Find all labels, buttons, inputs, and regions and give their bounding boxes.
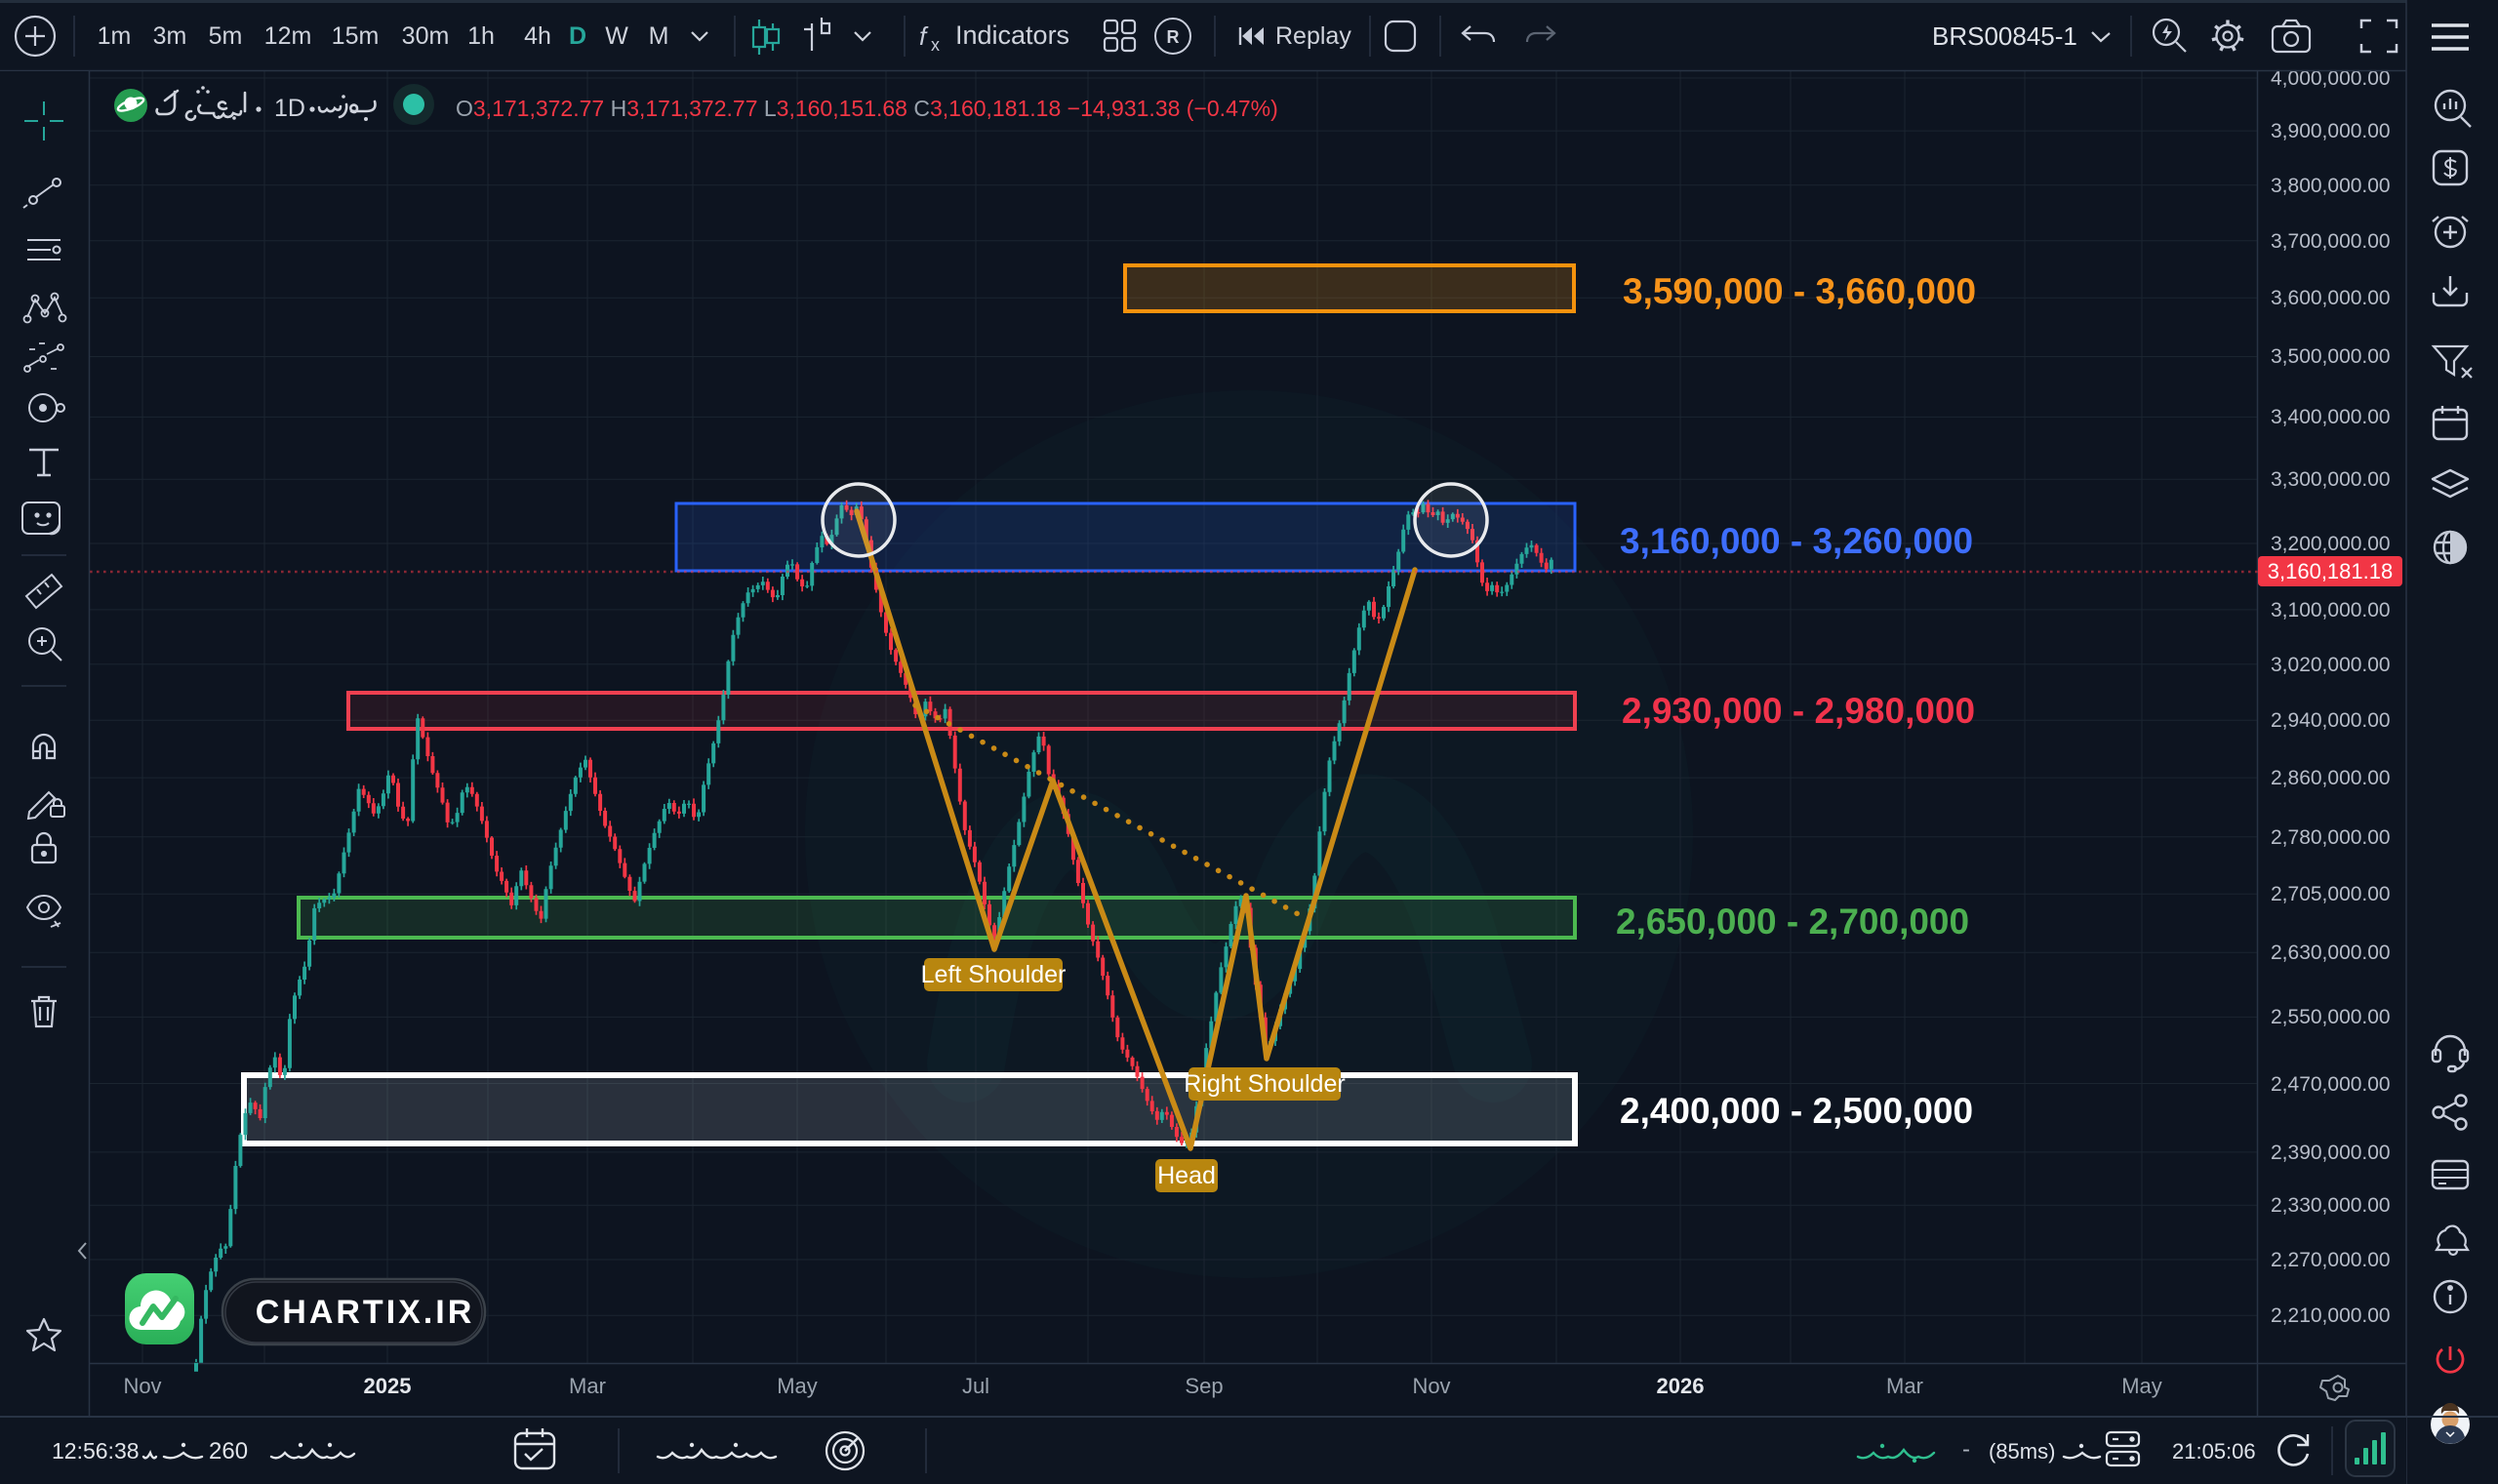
svg-text:3,800,000.00: 3,800,000.00 xyxy=(2271,175,2391,197)
svg-text:260: 260 xyxy=(209,1438,248,1464)
svg-text:Indicators: Indicators xyxy=(955,20,1069,50)
svg-text:12m: 12m xyxy=(264,22,312,50)
svg-text:Left Shoulder: Left Shoulder xyxy=(921,961,1067,988)
svg-text:4,000,000.00: 4,000,000.00 xyxy=(2271,67,2391,90)
svg-text:Jul: Jul xyxy=(962,1374,989,1398)
svg-text:1h: 1h xyxy=(467,22,495,50)
svg-text:W: W xyxy=(605,22,628,50)
svg-text:3,160,181.18: 3,160,181.18 xyxy=(2268,559,2393,583)
svg-text:2,940,000.00: 2,940,000.00 xyxy=(2271,709,2391,732)
svg-text:3,020,000.00: 3,020,000.00 xyxy=(2271,654,2391,676)
svg-text:Nov: Nov xyxy=(123,1374,161,1398)
svg-text:2,210,000.00: 2,210,000.00 xyxy=(2271,1304,2391,1327)
svg-text:21:05:06: 21:05:06 xyxy=(2172,1439,2256,1464)
svg-text:3,700,000.00: 3,700,000.00 xyxy=(2271,230,2391,253)
svg-text:3,590,000 - 3,660,000: 3,590,000 - 3,660,000 xyxy=(1623,271,1976,311)
svg-text:Mar: Mar xyxy=(569,1374,606,1398)
svg-text:BRS00845-1: BRS00845-1 xyxy=(1932,21,2077,51)
svg-text:3,100,000.00: 3,100,000.00 xyxy=(2271,599,2391,622)
svg-text:-: - xyxy=(1962,1436,1970,1463)
svg-text:2,860,000.00: 2,860,000.00 xyxy=(2271,767,2391,789)
svg-text:4h: 4h xyxy=(524,22,551,50)
svg-text:3,300,000.00: 3,300,000.00 xyxy=(2271,468,2391,491)
svg-text:3,600,000.00: 3,600,000.00 xyxy=(2271,287,2391,309)
svg-text:2,705,000.00: 2,705,000.00 xyxy=(2271,883,2391,905)
svg-text:3,500,000.00: 3,500,000.00 xyxy=(2271,345,2391,368)
svg-text:2,650,000 - 2,700,000: 2,650,000 - 2,700,000 xyxy=(1616,902,1969,942)
svg-text:3,400,000.00: 3,400,000.00 xyxy=(2271,406,2391,428)
svg-text:3,160,000 - 3,260,000: 3,160,000 - 3,260,000 xyxy=(1620,521,1973,561)
svg-text:2,780,000.00: 2,780,000.00 xyxy=(2271,826,2391,849)
svg-text:Nov: Nov xyxy=(1412,1374,1450,1398)
svg-text:Right Shoulder: Right Shoulder xyxy=(1184,1070,1345,1098)
svg-text:2,330,000.00: 2,330,000.00 xyxy=(2271,1194,2391,1217)
svg-text:Sep: Sep xyxy=(1185,1374,1223,1398)
svg-text:Replay: Replay xyxy=(1275,22,1351,50)
svg-text:3,200,000.00: 3,200,000.00 xyxy=(2271,533,2391,555)
svg-text:R: R xyxy=(1167,27,1180,47)
svg-text:M: M xyxy=(649,22,669,50)
svg-text:3,900,000.00: 3,900,000.00 xyxy=(2271,120,2391,142)
svg-text:May: May xyxy=(777,1374,818,1398)
svg-text:2025: 2025 xyxy=(364,1374,412,1398)
svg-text:12:56:38: 12:56:38 xyxy=(52,1438,140,1464)
svg-text:1m: 1m xyxy=(98,22,132,50)
svg-text:2,270,000.00: 2,270,000.00 xyxy=(2271,1249,2391,1271)
svg-text:Mar: Mar xyxy=(1886,1374,1923,1398)
svg-text:O3,171,372.77 H3,171,372.77: O3,171,372.77 H3,171,372.77 L3,160,151.6… xyxy=(456,96,1278,121)
svg-text:x: x xyxy=(931,35,940,55)
svg-text:May: May xyxy=(2121,1374,2162,1398)
svg-text:2,400,000 - 2,500,000: 2,400,000 - 2,500,000 xyxy=(1620,1091,1973,1131)
svg-text:15m: 15m xyxy=(332,22,380,50)
svg-text:1D: 1D xyxy=(274,95,305,122)
svg-text:Head: Head xyxy=(1157,1162,1216,1189)
svg-text:2,630,000.00: 2,630,000.00 xyxy=(2271,942,2391,964)
svg-text:5m: 5m xyxy=(209,22,243,50)
svg-text:f: f xyxy=(919,21,929,51)
svg-text:2026: 2026 xyxy=(1657,1374,1705,1398)
svg-text:2,390,000.00: 2,390,000.00 xyxy=(2271,1142,2391,1164)
svg-text:D: D xyxy=(569,22,586,50)
svg-text:2,550,000.00: 2,550,000.00 xyxy=(2271,1006,2391,1028)
svg-text:CHARTIX.IR: CHARTIX.IR xyxy=(256,1294,475,1331)
svg-text:2,470,000.00: 2,470,000.00 xyxy=(2271,1073,2391,1096)
svg-text:2,930,000 - 2,980,000: 2,930,000 - 2,980,000 xyxy=(1622,691,1975,731)
svg-text:30m: 30m xyxy=(402,22,450,50)
svg-text:(85ms): (85ms) xyxy=(1989,1439,2055,1464)
svg-text:3m: 3m xyxy=(153,22,187,50)
